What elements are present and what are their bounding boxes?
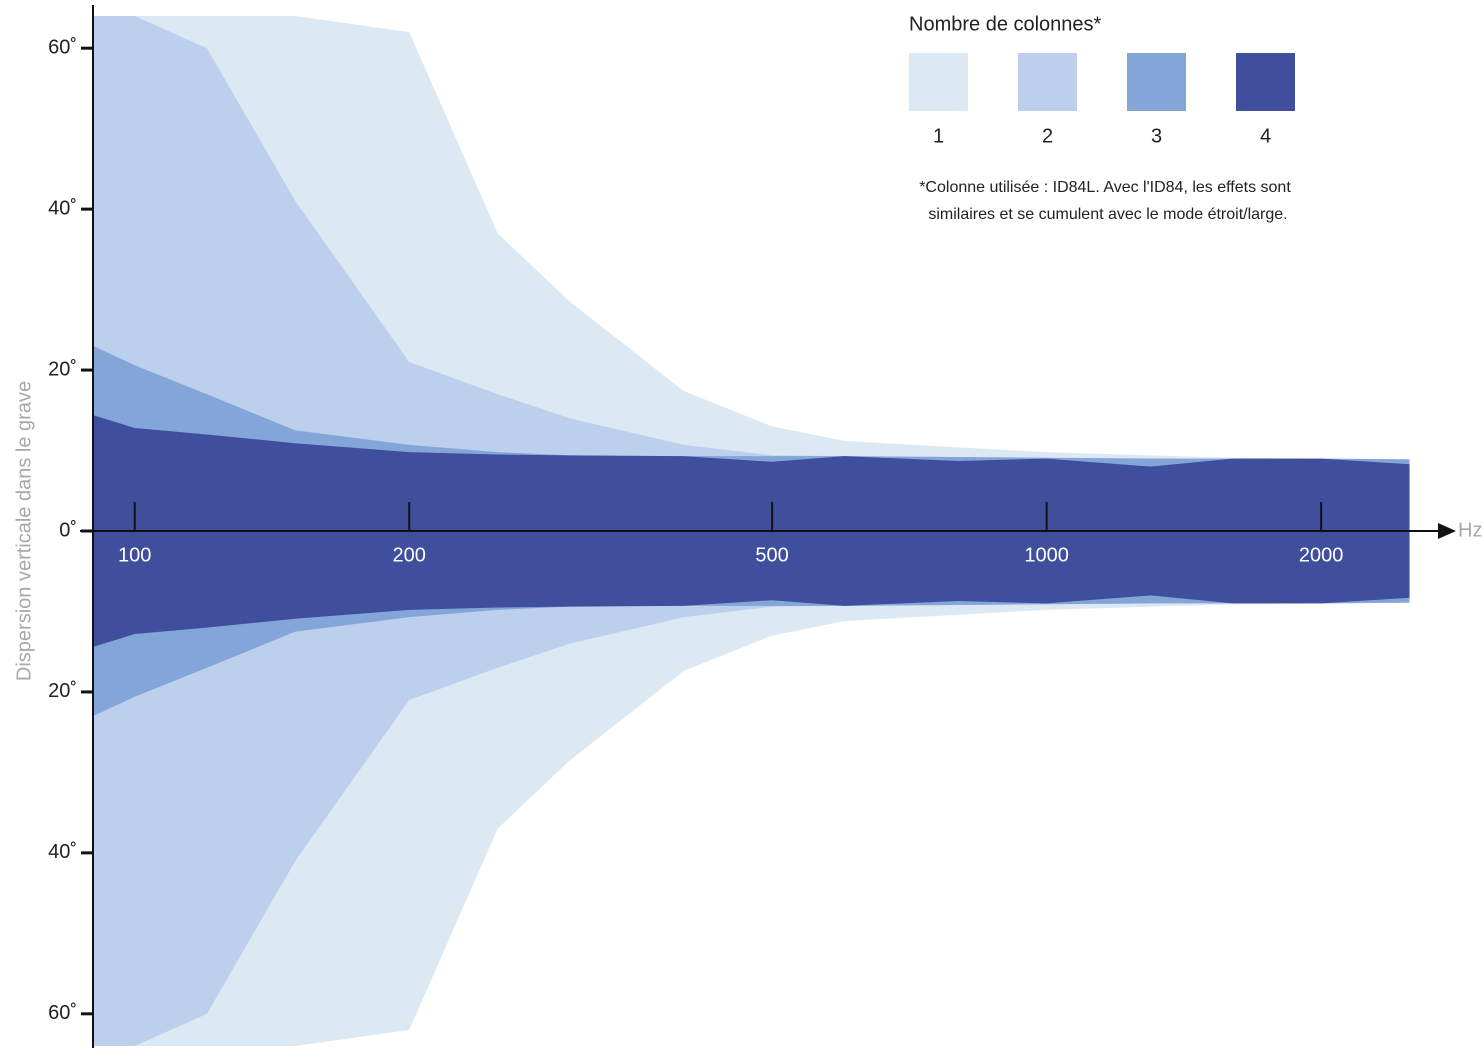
x-axis-arrow	[1438, 523, 1456, 539]
area	[93, 531, 1410, 1046]
area	[93, 16, 1410, 531]
x-tick-label: 1000	[1024, 544, 1069, 566]
legend-swatch	[909, 53, 968, 111]
y-tick-label: 60˚	[48, 1002, 77, 1024]
legend-swatch	[1127, 53, 1186, 111]
x-tick-label: 100	[118, 544, 151, 566]
legend-swatch	[1018, 53, 1077, 111]
area	[93, 415, 1410, 531]
note: similaires et se cumulent avec le mode é…	[928, 206, 1287, 223]
area	[93, 531, 1410, 647]
legend-label: 2	[1042, 125, 1053, 147]
legend-label: 3	[1151, 125, 1162, 147]
note: *Colonne utilisée : ID84L. Avec l'ID84, …	[919, 179, 1291, 196]
x-tick-label: 500	[755, 544, 788, 566]
x-tick-label: 2000	[1299, 544, 1344, 566]
legend-label: 1	[933, 125, 944, 147]
legend-swatch	[1236, 53, 1295, 111]
y-tick-label: 60˚	[48, 36, 77, 58]
y-axis-label: Dispersion verticale dans le grave	[13, 381, 35, 681]
y-tick-label: 0˚	[59, 519, 77, 541]
x-tick-label: 200	[393, 544, 426, 566]
legend-label: 4	[1260, 125, 1271, 147]
x-unit: Hz	[1458, 519, 1482, 541]
legend-title: Nombre de colonnes*	[909, 13, 1102, 35]
y-tick-label: 20˚	[48, 680, 77, 702]
y-tick-label: 40˚	[48, 197, 77, 219]
y-tick-label: 40˚	[48, 841, 77, 863]
y-tick-label: 20˚	[48, 358, 77, 380]
